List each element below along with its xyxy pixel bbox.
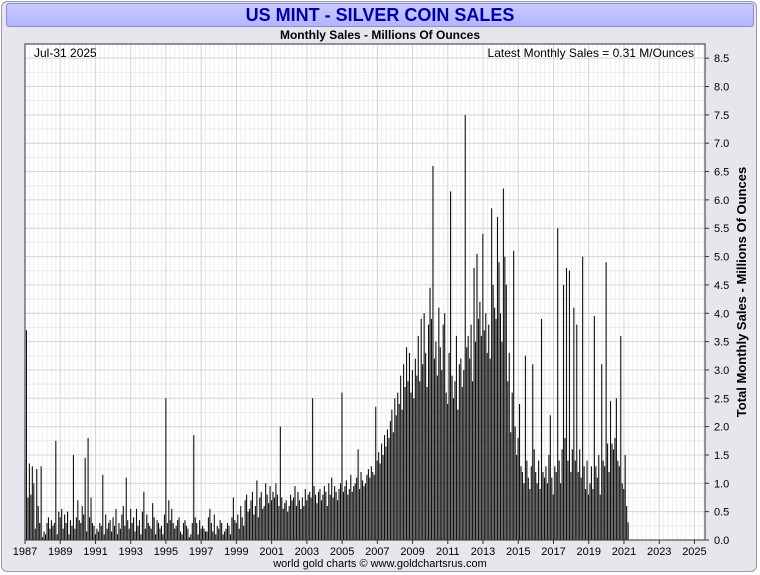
y-tick-label: 7.0 [714, 138, 729, 150]
x-tick-label: 1993 [118, 546, 142, 558]
title-bar: US MINT - SILVER COIN SALES [6, 3, 754, 27]
date-label: Jul-31 2025 [34, 46, 97, 60]
y-tick-label: 0.0 [714, 535, 729, 547]
y-tick-label: 3.0 [714, 365, 729, 377]
chart-subtitle: Monthly Sales - Millions Of Ounces [279, 28, 481, 42]
plot-border [24, 43, 706, 541]
x-tick-label: 2013 [471, 546, 495, 558]
bar-series [24, 114, 629, 540]
y-tick-label: 1.0 [714, 478, 729, 490]
x-tick-label: 1987 [13, 546, 37, 558]
y-axis-label: Total Monthly Sales - Millions Of Ounces [734, 167, 749, 417]
x-tick-label: 2005 [330, 546, 354, 558]
x-tick-label: 2023 [647, 546, 671, 558]
y-tick-label: 1.5 [714, 450, 729, 462]
y-tick-label: 7.5 [714, 110, 729, 122]
y-tick-label: 2.0 [714, 422, 729, 434]
y-tick-label: 4.0 [714, 308, 729, 320]
x-tick-label: 2021 [612, 546, 636, 558]
y-tick-label: 5.0 [714, 252, 729, 264]
x-tick-label: 2017 [541, 546, 565, 558]
y-tick-label: 4.5 [714, 280, 729, 292]
x-tick-label: 1991 [83, 546, 107, 558]
y-tick-label: 5.5 [714, 223, 729, 235]
x-tick-label: 2001 [259, 546, 283, 558]
x-tick-label: 1997 [189, 546, 213, 558]
x-tick-label: 1995 [154, 546, 178, 558]
x-tick-label: 2025 [682, 546, 706, 558]
plot-area [25, 44, 705, 540]
y-tick-label: 2.5 [714, 393, 729, 405]
x-tick-label: 2019 [576, 546, 600, 558]
x-tick-label: 1999 [224, 546, 248, 558]
y-tick-label: 8.5 [714, 53, 729, 65]
y-tick-label: 0.5 [714, 507, 729, 519]
x-tick-label: 1989 [48, 546, 72, 558]
x-tick-label: 2009 [400, 546, 424, 558]
chart-title: US MINT - SILVER COIN SALES [245, 5, 515, 25]
x-tick-label: 2007 [365, 546, 389, 558]
y-tick-label: 6.5 [714, 167, 729, 179]
x-tick-label: 2003 [295, 546, 319, 558]
y-tick-label: 8.0 [714, 82, 729, 94]
y-tick-label: 6.0 [714, 195, 729, 207]
latest-sales-label: Latest Monthly Sales = 0.31 M/Ounces [488, 46, 694, 60]
x-tick-label: 2015 [506, 546, 530, 558]
chart-credit: world gold charts © www.goldchartsrus.co… [273, 558, 487, 570]
x-tick-label: 2011 [436, 546, 460, 558]
y-tick-label: 3.5 [714, 337, 729, 349]
